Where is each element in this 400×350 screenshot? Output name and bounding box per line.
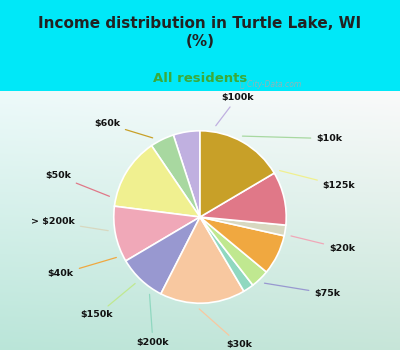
- Wedge shape: [200, 217, 253, 291]
- Wedge shape: [152, 135, 200, 217]
- Text: > $200k: > $200k: [31, 217, 108, 231]
- Text: $100k: $100k: [216, 93, 254, 126]
- Text: ⓘ City-Data.com: ⓘ City-Data.com: [240, 80, 301, 89]
- Text: $150k: $150k: [81, 284, 135, 320]
- Text: $50k: $50k: [45, 172, 110, 196]
- Text: $30k: $30k: [199, 309, 252, 349]
- Wedge shape: [200, 217, 284, 272]
- Text: $10k: $10k: [242, 134, 342, 143]
- Text: $60k: $60k: [94, 119, 153, 138]
- Text: Income distribution in Turtle Lake, WI
(%): Income distribution in Turtle Lake, WI (…: [38, 16, 362, 49]
- Text: All residents: All residents: [153, 72, 247, 85]
- Wedge shape: [114, 206, 200, 261]
- Text: $40k: $40k: [48, 258, 116, 278]
- Wedge shape: [161, 217, 244, 303]
- Wedge shape: [126, 217, 200, 294]
- Wedge shape: [200, 173, 286, 225]
- Text: $75k: $75k: [264, 283, 340, 298]
- Text: $200k: $200k: [137, 294, 169, 347]
- Wedge shape: [200, 131, 274, 217]
- Wedge shape: [114, 146, 200, 217]
- Text: $125k: $125k: [280, 170, 356, 190]
- Wedge shape: [200, 217, 286, 236]
- Text: $20k: $20k: [291, 236, 355, 253]
- Wedge shape: [173, 131, 200, 217]
- Wedge shape: [200, 217, 266, 285]
